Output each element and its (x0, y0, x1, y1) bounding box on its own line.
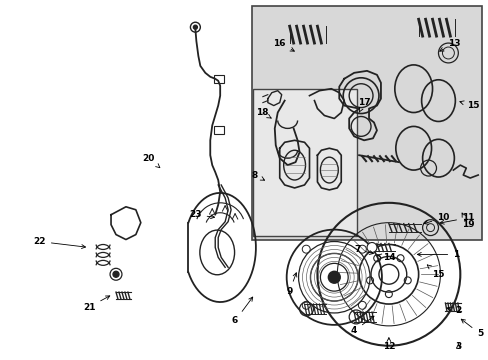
Text: 3: 3 (454, 342, 461, 351)
FancyBboxPatch shape (251, 6, 481, 239)
Text: 20: 20 (142, 154, 160, 168)
Text: 11: 11 (439, 213, 473, 224)
Text: 15: 15 (459, 101, 479, 110)
Circle shape (366, 243, 376, 252)
Text: 7: 7 (353, 245, 373, 255)
Circle shape (348, 310, 362, 324)
Text: 18: 18 (255, 108, 270, 118)
Text: 15: 15 (427, 265, 444, 279)
Text: 23: 23 (189, 210, 214, 219)
Text: 6: 6 (231, 297, 252, 325)
Text: 14: 14 (376, 253, 394, 262)
Text: 22: 22 (33, 237, 85, 248)
Text: 12: 12 (382, 338, 394, 351)
Text: 9: 9 (286, 273, 296, 296)
Text: 10: 10 (423, 213, 449, 224)
Text: 16: 16 (273, 39, 294, 51)
Text: 19: 19 (461, 213, 473, 229)
Circle shape (299, 302, 313, 316)
Text: 8: 8 (251, 171, 264, 180)
Text: 21: 21 (83, 296, 109, 311)
Text: 5: 5 (460, 319, 482, 338)
Bar (214, 126, 224, 134)
Circle shape (327, 271, 340, 283)
Bar (214, 75, 224, 83)
Text: 17: 17 (357, 98, 369, 112)
Circle shape (193, 25, 197, 29)
FancyBboxPatch shape (252, 89, 356, 235)
Text: 1: 1 (417, 250, 459, 259)
Text: 13: 13 (439, 39, 460, 51)
Circle shape (113, 271, 119, 277)
Text: 2: 2 (446, 306, 461, 315)
Text: 4: 4 (350, 316, 373, 335)
